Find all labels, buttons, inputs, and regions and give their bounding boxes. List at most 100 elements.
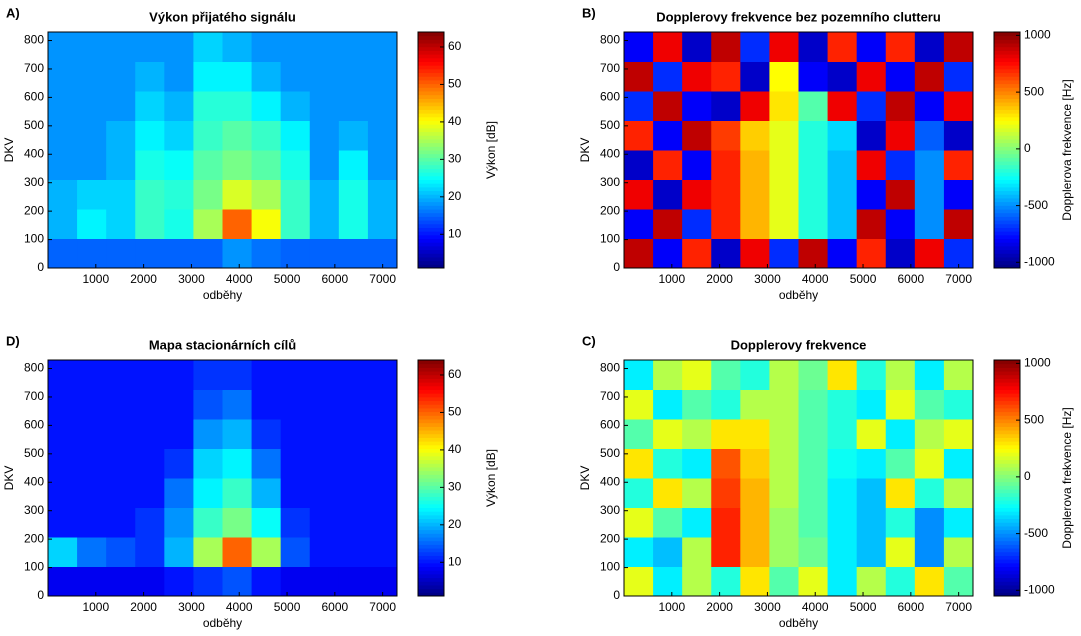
colorbar-step <box>994 242 1020 247</box>
heat-cell <box>769 566 799 597</box>
y-tick-label: 700 <box>24 389 44 403</box>
colorbar-step <box>418 360 444 365</box>
heat-cell <box>48 448 78 479</box>
heat-cell <box>48 238 78 269</box>
colorbar-step <box>994 32 1020 37</box>
colorbar-step <box>418 562 444 567</box>
heat-cell <box>48 360 78 390</box>
heat-cell <box>827 179 858 210</box>
colorbar-step <box>994 120 1020 125</box>
heat-cell <box>222 448 253 479</box>
x-tick-label: 5000 <box>274 272 301 286</box>
colorbar-step <box>418 507 444 512</box>
x-axis-label: odběhy <box>779 616 818 630</box>
colorbar-step <box>418 50 444 55</box>
colorbar-step <box>418 430 444 435</box>
colorbar-step <box>418 168 444 173</box>
colorbar-step <box>994 39 1020 44</box>
heat-cell <box>77 507 107 538</box>
heat-cell <box>48 537 78 567</box>
heat-cell <box>48 91 78 121</box>
colorbar-step <box>994 441 1020 446</box>
y-tick-label: 600 <box>24 90 44 104</box>
heat-cell <box>885 537 916 567</box>
colorbar-step <box>994 65 1020 70</box>
heat-cell <box>193 61 223 92</box>
chart-title: Dopplerovy frekvence <box>731 337 867 352</box>
x-tick-label: 1000 <box>82 600 109 614</box>
heat-cell <box>280 179 311 210</box>
heat-cell <box>740 209 770 239</box>
heat-cell <box>943 537 974 567</box>
heat-cell <box>367 209 398 239</box>
colorbar-step <box>994 146 1020 151</box>
heat-cell <box>798 120 829 151</box>
colorbar-step <box>994 433 1020 438</box>
heat-cell <box>280 120 311 151</box>
y-tick-label: 200 <box>24 203 44 217</box>
colorbar-tick-label: 1000 <box>1024 356 1051 370</box>
heat-cell <box>164 120 194 151</box>
heat-cell <box>251 61 282 92</box>
colorbar-step <box>418 385 444 390</box>
heat-cell <box>653 238 683 269</box>
colorbar-step <box>994 135 1020 140</box>
heat-cell <box>827 120 858 151</box>
colorbar-step <box>418 573 444 579</box>
colorbar-step <box>418 588 444 593</box>
colorbar-step <box>418 39 444 44</box>
heat-cell <box>798 448 829 479</box>
heat-cell <box>106 419 136 449</box>
colorbar-step <box>418 131 444 136</box>
heat-cell <box>193 419 223 449</box>
heat-cell <box>885 209 916 239</box>
heat-cell <box>48 179 78 210</box>
colorbar-step <box>418 209 444 214</box>
heat-cell <box>914 179 945 210</box>
colorbar-step <box>418 496 444 501</box>
heat-cell <box>164 179 194 210</box>
colorbar-step <box>994 459 1020 464</box>
colorbar-step <box>418 242 444 247</box>
colorbar-step <box>994 50 1020 55</box>
heat-cell <box>77 209 107 239</box>
x-tick-label: 4000 <box>226 600 253 614</box>
heat-cell <box>106 566 136 597</box>
heat-cell <box>251 507 282 538</box>
heat-cell <box>222 419 253 449</box>
heat-cell <box>164 537 194 567</box>
colorbar-step <box>994 393 1020 398</box>
heat-cell <box>653 566 683 597</box>
heat-cell <box>135 478 165 508</box>
colorbar-step <box>994 570 1020 575</box>
heat-cell <box>77 360 107 390</box>
heat-cell <box>280 91 311 121</box>
colorbar-step <box>418 253 444 258</box>
colorbar-frame <box>417 31 445 269</box>
colorbar-tick-label: 20 <box>448 517 462 531</box>
heat-cell <box>338 507 369 538</box>
colorbar-step <box>994 76 1020 81</box>
heat-cell <box>914 209 945 239</box>
panel-label: C) <box>582 333 596 348</box>
heat-cell <box>135 32 165 62</box>
heat-cell <box>309 448 340 479</box>
colorbar-step <box>418 555 444 560</box>
heat-cell <box>856 32 887 62</box>
colorbar-step <box>418 452 444 457</box>
heat-cell <box>740 238 770 269</box>
y-tick-label: 100 <box>24 232 44 246</box>
heat-cell <box>135 537 165 567</box>
y-tick-label: 100 <box>600 232 620 246</box>
heat-cell <box>914 61 945 92</box>
colorbar-step <box>994 256 1020 262</box>
heat-cell <box>106 91 136 121</box>
colorbar-step <box>994 559 1020 564</box>
heat-cell <box>280 360 311 390</box>
chart-title: Výkon přijatého signálu <box>149 9 296 24</box>
colorbar-step <box>994 474 1020 479</box>
colorbar-tick-label: -500 <box>1024 526 1048 540</box>
heat-cell <box>682 537 712 567</box>
y-tick-label: 500 <box>600 446 620 460</box>
colorbar-step <box>418 238 444 243</box>
